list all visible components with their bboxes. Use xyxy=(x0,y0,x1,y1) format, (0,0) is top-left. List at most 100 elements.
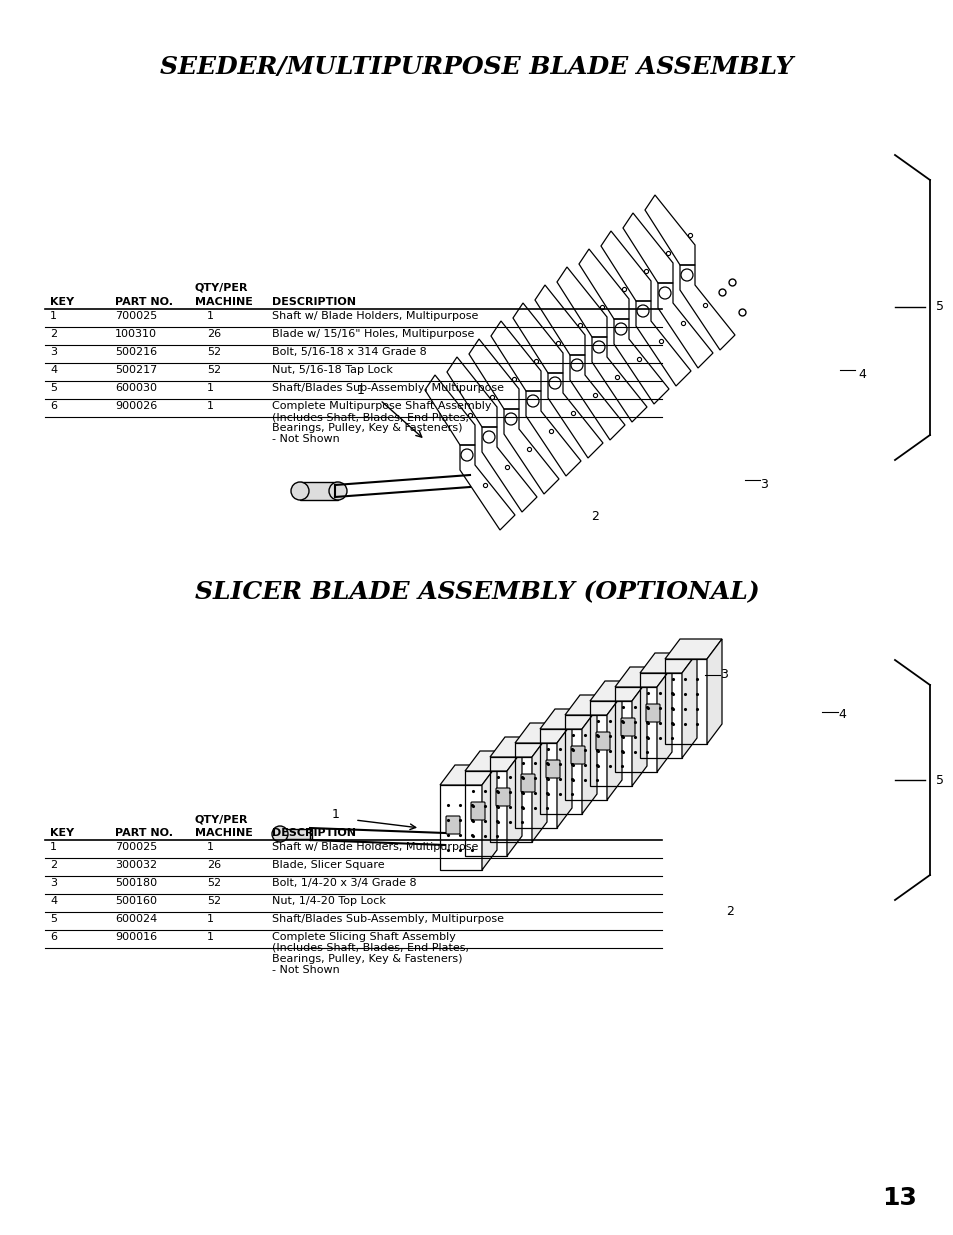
Text: (Includes Shaft, Blades, End Plates,: (Includes Shaft, Blades, End Plates, xyxy=(272,944,469,953)
Text: - Not Shown: - Not Shown xyxy=(272,433,339,445)
Text: 600024: 600024 xyxy=(115,914,157,924)
Text: 52: 52 xyxy=(207,366,221,375)
Text: Shaft/Blades Sub-Assembly, Multipurpose: Shaft/Blades Sub-Assembly, Multipurpose xyxy=(272,914,503,924)
Polygon shape xyxy=(557,722,572,827)
Text: - Not Shown: - Not Shown xyxy=(272,965,339,974)
Polygon shape xyxy=(439,764,497,785)
Text: Complete Multipurpose Shaft Assembly: Complete Multipurpose Shaft Assembly xyxy=(272,401,491,411)
Polygon shape xyxy=(506,751,521,856)
Text: 2: 2 xyxy=(50,329,57,338)
Text: 1: 1 xyxy=(207,932,213,942)
Text: 900026: 900026 xyxy=(115,401,157,411)
Polygon shape xyxy=(681,653,697,758)
Polygon shape xyxy=(464,751,521,771)
Text: 6: 6 xyxy=(50,401,57,411)
Text: DESCRIPTION: DESCRIPTION xyxy=(272,296,355,308)
Polygon shape xyxy=(532,737,546,842)
Text: 4: 4 xyxy=(857,368,865,382)
FancyBboxPatch shape xyxy=(520,774,535,792)
Polygon shape xyxy=(589,680,646,701)
Text: 3: 3 xyxy=(50,347,57,357)
Text: 2: 2 xyxy=(725,905,733,918)
Text: 1: 1 xyxy=(207,914,213,924)
FancyBboxPatch shape xyxy=(496,788,510,806)
Text: 500216: 500216 xyxy=(115,347,157,357)
Text: Shaft w/ Blade Holders, Multipurpose: Shaft w/ Blade Holders, Multipurpose xyxy=(272,842,477,852)
FancyBboxPatch shape xyxy=(645,704,659,722)
FancyBboxPatch shape xyxy=(571,746,584,764)
Text: Nut, 5/16-18 Tap Lock: Nut, 5/16-18 Tap Lock xyxy=(272,366,393,375)
Text: 4: 4 xyxy=(837,709,845,721)
FancyBboxPatch shape xyxy=(596,732,609,750)
Text: QTY/PER: QTY/PER xyxy=(194,283,248,293)
Polygon shape xyxy=(515,722,572,743)
Polygon shape xyxy=(639,653,697,673)
Text: 1: 1 xyxy=(207,842,213,852)
Text: 13: 13 xyxy=(882,1186,917,1210)
Polygon shape xyxy=(615,667,671,687)
FancyBboxPatch shape xyxy=(446,816,459,834)
Text: (Includes Shaft, Blades, End Plates,: (Includes Shaft, Blades, End Plates, xyxy=(272,412,469,422)
Polygon shape xyxy=(657,667,671,772)
Text: 52: 52 xyxy=(207,897,221,906)
Text: 26: 26 xyxy=(207,860,221,869)
Text: 1: 1 xyxy=(207,311,213,321)
FancyBboxPatch shape xyxy=(545,760,559,778)
Text: 4: 4 xyxy=(50,897,57,906)
Text: 1: 1 xyxy=(207,383,213,393)
Text: 26: 26 xyxy=(207,329,221,338)
Text: 5: 5 xyxy=(50,914,57,924)
Text: Shaft w/ Blade Holders, Multipurpose: Shaft w/ Blade Holders, Multipurpose xyxy=(272,311,477,321)
Polygon shape xyxy=(581,709,597,814)
Text: 1: 1 xyxy=(356,384,365,396)
Polygon shape xyxy=(606,695,621,800)
Text: Blade, Slicer Square: Blade, Slicer Square xyxy=(272,860,384,869)
Circle shape xyxy=(329,482,347,500)
Text: Blade w/ 15/16" Holes, Multipurpose: Blade w/ 15/16" Holes, Multipurpose xyxy=(272,329,474,338)
Polygon shape xyxy=(539,709,597,729)
Circle shape xyxy=(272,826,288,842)
Text: 5: 5 xyxy=(935,773,943,787)
Text: MACHINE: MACHINE xyxy=(194,296,253,308)
Text: 2: 2 xyxy=(50,860,57,869)
Polygon shape xyxy=(490,737,546,757)
Text: PART NO.: PART NO. xyxy=(115,827,172,839)
Text: KEY: KEY xyxy=(50,296,74,308)
Text: 600030: 600030 xyxy=(115,383,157,393)
Text: DESCRIPTION: DESCRIPTION xyxy=(272,827,355,839)
Text: Shaft/Blades Sub-Assembly, Multipurpose: Shaft/Blades Sub-Assembly, Multipurpose xyxy=(272,383,503,393)
Text: PART NO.: PART NO. xyxy=(115,296,172,308)
Text: Nut, 1/4-20 Top Lock: Nut, 1/4-20 Top Lock xyxy=(272,897,385,906)
Text: 2: 2 xyxy=(591,510,598,522)
Text: 500160: 500160 xyxy=(115,897,157,906)
Polygon shape xyxy=(706,638,721,743)
Polygon shape xyxy=(299,482,337,500)
Text: 6: 6 xyxy=(50,932,57,942)
FancyBboxPatch shape xyxy=(620,718,635,736)
Text: 5: 5 xyxy=(50,383,57,393)
Text: 700025: 700025 xyxy=(115,842,157,852)
Text: 1: 1 xyxy=(50,311,57,321)
Text: 3: 3 xyxy=(720,668,727,682)
Text: Bearings, Pulley, Key & Fasteners): Bearings, Pulley, Key & Fasteners) xyxy=(272,424,462,433)
Text: 1: 1 xyxy=(50,842,57,852)
Circle shape xyxy=(291,482,309,500)
Text: 5: 5 xyxy=(935,300,943,314)
Text: 100310: 100310 xyxy=(115,329,157,338)
FancyBboxPatch shape xyxy=(471,802,484,820)
Text: 700025: 700025 xyxy=(115,311,157,321)
Text: 900016: 900016 xyxy=(115,932,157,942)
Text: Bolt, 1/4-20 x 3/4 Grade 8: Bolt, 1/4-20 x 3/4 Grade 8 xyxy=(272,878,416,888)
Text: 500180: 500180 xyxy=(115,878,157,888)
Polygon shape xyxy=(664,638,721,659)
Text: SLICER BLADE ASSEMBLY (OPTIONAL): SLICER BLADE ASSEMBLY (OPTIONAL) xyxy=(194,580,759,604)
Text: SEEDER/MULTIPURPOSE BLADE ASSEMBLY: SEEDER/MULTIPURPOSE BLADE ASSEMBLY xyxy=(160,56,793,79)
Text: Bolt, 5/16-18 x 314 Grade 8: Bolt, 5/16-18 x 314 Grade 8 xyxy=(272,347,426,357)
Text: MACHINE: MACHINE xyxy=(194,827,253,839)
Text: 500217: 500217 xyxy=(115,366,157,375)
Text: QTY/PER: QTY/PER xyxy=(194,814,248,824)
Text: 300032: 300032 xyxy=(115,860,157,869)
Text: 4: 4 xyxy=(50,366,57,375)
Text: 1: 1 xyxy=(332,809,339,821)
Text: Complete Slicing Shaft Assembly: Complete Slicing Shaft Assembly xyxy=(272,932,456,942)
